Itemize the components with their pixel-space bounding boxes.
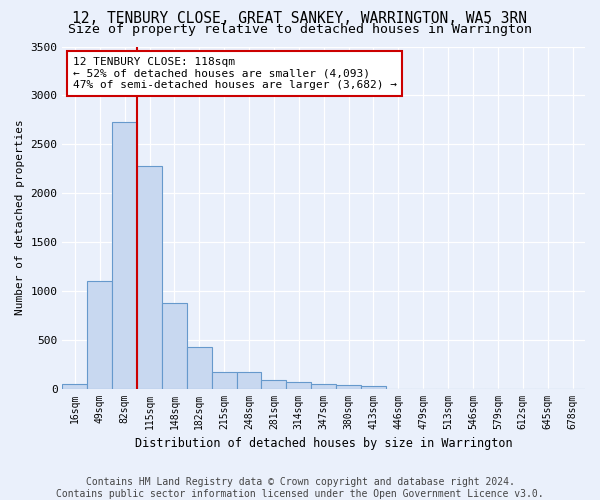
- Bar: [236, 372, 262, 388]
- Bar: [137, 166, 162, 388]
- X-axis label: Distribution of detached houses by size in Warrington: Distribution of detached houses by size …: [135, 437, 512, 450]
- Bar: [62, 384, 88, 388]
- Bar: [336, 385, 361, 388]
- Text: Contains HM Land Registry data © Crown copyright and database right 2024.
Contai: Contains HM Land Registry data © Crown c…: [56, 478, 544, 499]
- Text: 12, TENBURY CLOSE, GREAT SANKEY, WARRINGTON, WA5 3RN: 12, TENBURY CLOSE, GREAT SANKEY, WARRING…: [73, 11, 527, 26]
- Y-axis label: Number of detached properties: Number of detached properties: [15, 120, 25, 316]
- Bar: [212, 372, 236, 388]
- Bar: [162, 302, 187, 388]
- Bar: [311, 384, 336, 388]
- Bar: [187, 347, 212, 389]
- Bar: [262, 380, 286, 388]
- Text: 12 TENBURY CLOSE: 118sqm
← 52% of detached houses are smaller (4,093)
47% of sem: 12 TENBURY CLOSE: 118sqm ← 52% of detach…: [73, 57, 397, 90]
- Bar: [286, 382, 311, 388]
- Bar: [112, 122, 137, 388]
- Bar: [361, 386, 386, 388]
- Text: Size of property relative to detached houses in Warrington: Size of property relative to detached ho…: [68, 22, 532, 36]
- Bar: [88, 281, 112, 388]
